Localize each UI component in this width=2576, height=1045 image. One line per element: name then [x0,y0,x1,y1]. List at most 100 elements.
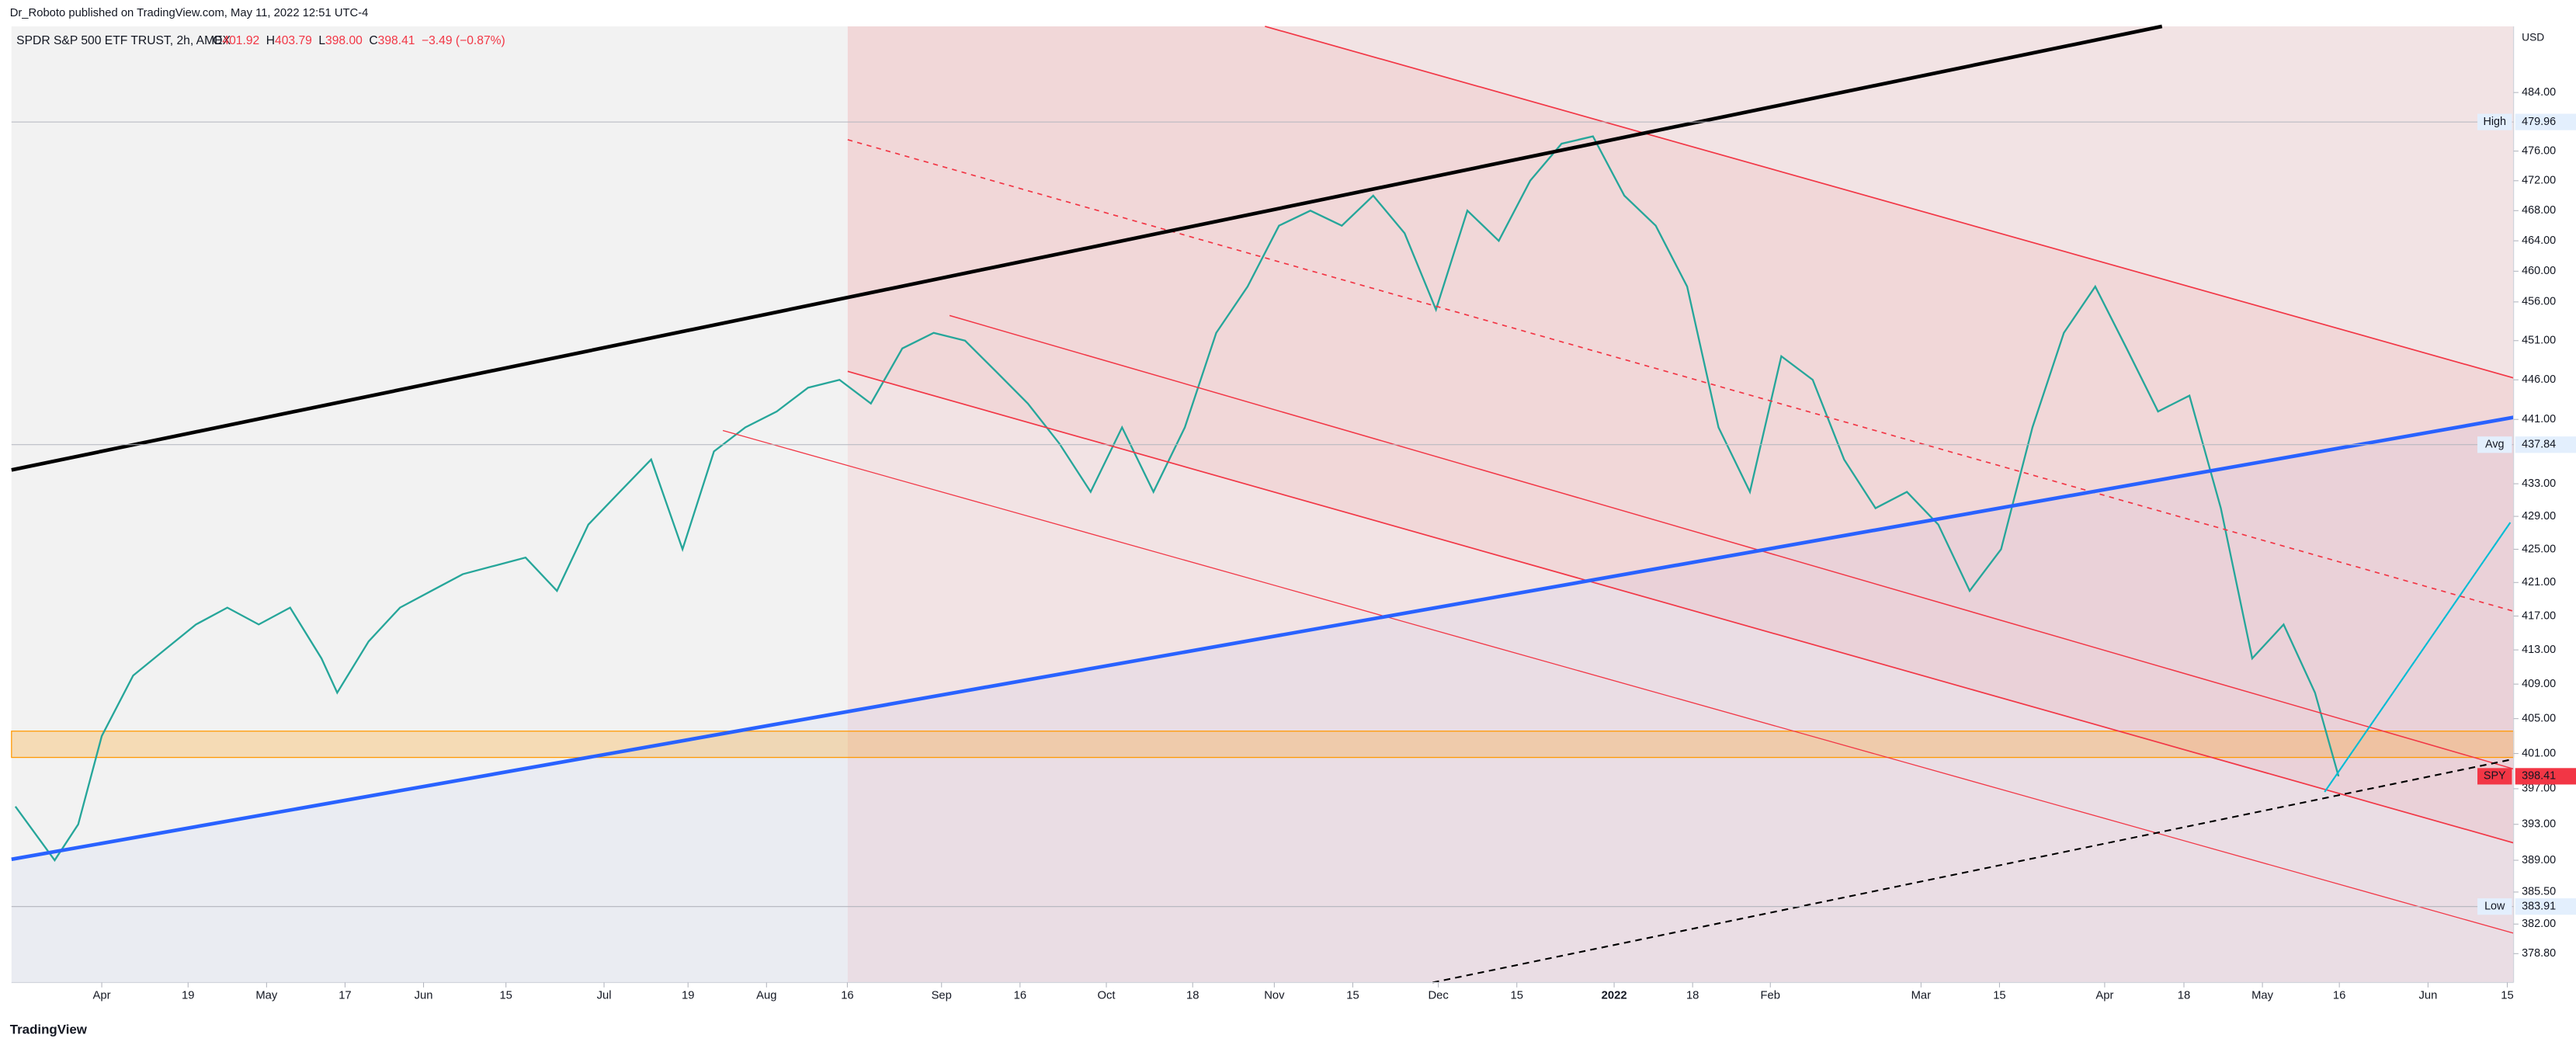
zone-below-trend [11,417,2514,983]
y-tick-label: 378.80 [2522,947,2556,960]
x-tick-label: Oct [1098,989,1116,1002]
price-tag-box [2515,436,2576,453]
y-tick-label: 464.00 [2522,234,2556,247]
x-tick-label: May [255,989,278,1002]
x-tick-label: 16 [841,989,853,1002]
price-tag-box [2515,898,2576,915]
x-tick-label: Jun [2418,989,2437,1002]
ohlc-values: O401.92 H403.79 L398.00 C398.41 −3.49 (−0.87… [213,34,505,47]
y-tick-label: 451.00 [2522,335,2556,347]
y-tick-label: 472.00 [2522,175,2556,187]
y-tick-label: 409.00 [2522,678,2556,690]
y-tick-label: 421.00 [2522,576,2556,588]
channel-fill [847,26,2514,843]
x-tick-label: 19 [182,989,194,1002]
ohlc-label: O [213,34,222,47]
y-tick-label: 460.00 [2522,265,2556,277]
ohlc-label: L [318,34,325,47]
x-tick-label: 15 [499,989,512,1002]
y-tick-label: 433.00 [2522,477,2556,490]
price-tag-box [2515,113,2576,130]
y-tick-label: 405.00 [2522,712,2556,724]
trend-black [11,24,2163,472]
x-tick-label: 17 [338,989,351,1002]
channel-mid [847,139,2514,613]
y-tick-label: 441.00 [2522,413,2556,425]
price-tag-box [2515,768,2576,785]
y-tick-label: 413.00 [2522,644,2556,656]
price-line [14,135,2340,863]
x-tick-label: 15 [1346,989,1359,1002]
y-tick-label: 401.00 [2522,747,2556,759]
x-tick-label: 16 [2333,989,2345,1002]
ohlc-label: H [266,34,275,47]
price-tag-name: SPY [2484,770,2506,783]
price-tag-name-box [2477,898,2512,915]
support-zone [11,731,2515,759]
price-tag-value: 383.91 [2522,900,2556,912]
ohlc-value: 398.00 [325,34,363,47]
y-tick-label: 389.00 [2522,854,2556,866]
x-tick-label: 18 [1686,989,1699,1002]
x-tick-label: May [2251,989,2274,1002]
channel-inner [949,314,2514,770]
x-tick-label: 18 [2178,989,2190,1002]
y-tick-label: 385.50 [2522,886,2556,898]
channel-lower [722,429,2514,934]
x-tick-label: 16 [1014,989,1026,1002]
x-tick-label: 18 [1186,989,1199,1002]
pink-region [847,26,2514,983]
price-tag-name-box [2477,768,2512,785]
channel-top [1265,26,2514,379]
y-tick-label: 382.00 [2522,918,2556,930]
ohlc-label: C [369,34,377,47]
drawings [11,24,2514,984]
x-tick-label: Nov [1264,989,1285,1002]
change: −3.49 (−0.87%) [422,34,505,47]
price-tag-name-box [2477,436,2512,453]
plot-background [11,26,2514,983]
y-tick-label: 484.00 [2522,86,2556,99]
price-tag-name: Low [2484,900,2505,912]
price-tag-name: Avg [2485,439,2505,451]
x-tick-label: Jun [415,989,433,1002]
trend-blue [11,415,2514,862]
x-tick-label: 15 [2501,989,2513,1002]
x-tick-label: Jul [597,989,612,1002]
ohlc-value: 401.92 [222,34,259,47]
ohlc-value: 403.79 [275,34,312,47]
y-tick-label: 393.00 [2522,818,2556,831]
x-tick-label: Feb [1761,989,1781,1002]
x-tick-label: Apr [2095,989,2113,1002]
y-tick-label: 446.00 [2522,373,2556,386]
projection-line [2324,522,2512,793]
x-tick-label: Aug [756,989,776,1002]
y-tick-label: 468.00 [2522,204,2556,217]
price-tag-name: High [2483,116,2506,128]
x-tick-label: 15 [1993,989,2005,1002]
y-tick-label: 425.00 [2522,543,2556,555]
x-tick-label: Apr [93,989,111,1002]
x-tick-label: 19 [682,989,694,1002]
y-tick-label: 476.00 [2522,144,2556,157]
price-tag-name-box [2477,113,2512,130]
y-tick-label: 429.00 [2522,510,2556,522]
channel-bottom [847,370,2514,844]
brand: TradingView [10,1022,88,1036]
currency: USD [2522,31,2544,43]
price-tag-value: 398.41 [2522,770,2556,783]
price-tag-value: 479.96 [2522,116,2556,128]
y-tick-label: 397.00 [2522,783,2556,795]
x-tick-label: 2022 [1602,989,1627,1002]
x-tick-label: 15 [1511,989,1523,1002]
x-tick-label: Sep [932,989,952,1002]
y-tick-label: 456.00 [2522,296,2556,308]
x-tick-label: Dec [1428,989,1449,1002]
publisher: Dr_Roboto published on TradingView.com, … [10,7,369,19]
chart-title: SPDR S&P 500 ETF TRUST, 2h, AMEX [16,34,231,47]
price-tag-value: 437.84 [2522,439,2556,451]
ohlc-value: 398.41 [378,34,415,47]
plot-area [11,26,2515,983]
